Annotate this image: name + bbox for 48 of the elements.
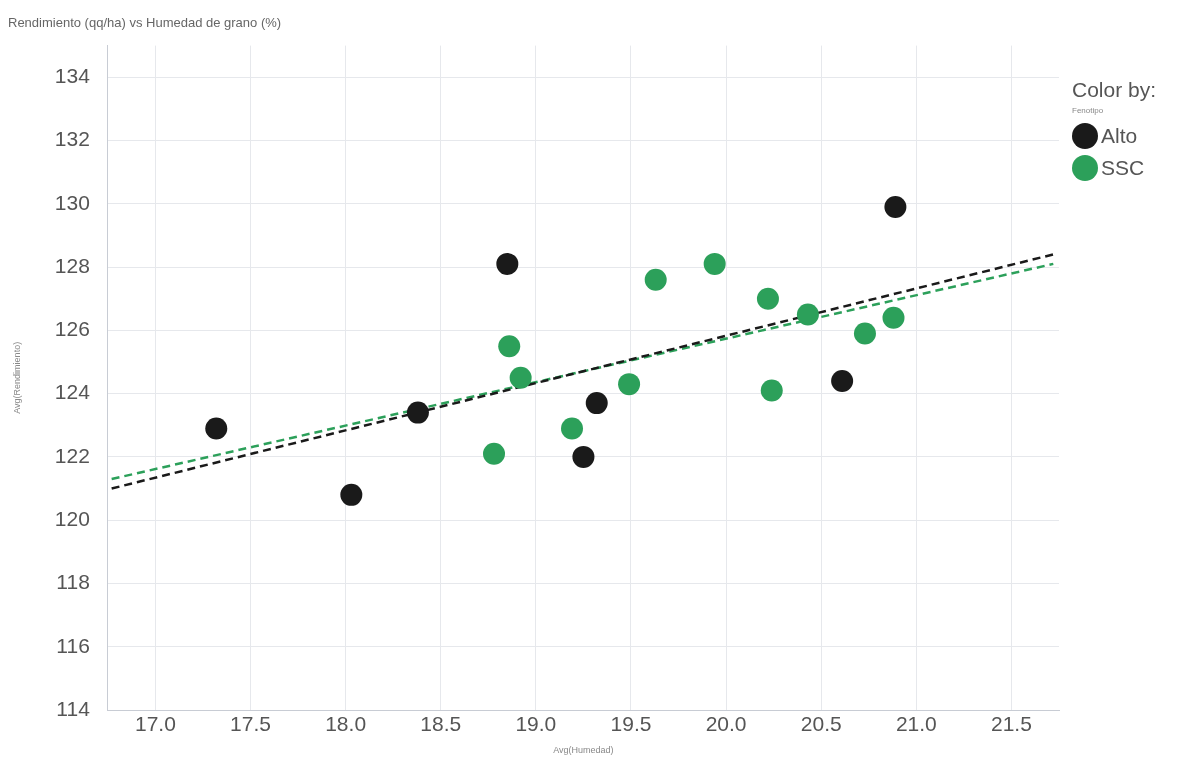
point	[585, 392, 608, 415]
y-tick-label: 118	[56, 570, 90, 594]
point	[496, 252, 519, 275]
point	[756, 287, 779, 310]
point	[703, 252, 726, 275]
point	[509, 366, 532, 389]
point	[882, 306, 905, 329]
x-tick-label: 18.0	[325, 712, 367, 736]
y-tick-label: 114	[56, 696, 91, 720]
point	[796, 303, 819, 326]
y-axis-title: Avg(Rendimiento)	[11, 341, 22, 414]
chart-title: Rendimiento (qq/ha) vs Humedad de grano (%)	[8, 15, 282, 31]
x-tick-label: 21.5	[991, 712, 1032, 736]
x-tick-label: 18.5	[420, 712, 462, 736]
point	[483, 442, 506, 465]
x-tick-label: 20.0	[705, 712, 747, 736]
y-tick-label: 120	[54, 506, 90, 530]
y-tick-label: 132	[54, 127, 90, 151]
text: Fenotipo	[1072, 106, 1105, 115]
y-tick-label: 116	[56, 633, 90, 657]
legend-label: SSC	[1101, 156, 1145, 180]
point	[406, 401, 429, 424]
y-tick-label: 134	[54, 64, 91, 88]
y-tick-label: 130	[54, 190, 90, 214]
point	[561, 417, 584, 440]
x-tick-label: 17.5	[230, 712, 271, 736]
point	[498, 335, 521, 358]
x-tick-label: 19.0	[515, 712, 557, 736]
legend-title: Color by:	[1072, 78, 1158, 102]
legend-label: Alto	[1101, 124, 1138, 148]
point	[205, 417, 228, 440]
point	[340, 483, 363, 506]
point	[618, 373, 641, 396]
x-tick-label: 21.0	[895, 712, 937, 736]
x-tick-label: 17.0	[134, 712, 176, 736]
y-tick-label: 122	[54, 443, 90, 467]
y-tick-label: 124	[54, 380, 91, 404]
point	[572, 445, 595, 468]
y-tick-label: 126	[54, 317, 90, 341]
x-tick-label: 20.5	[800, 712, 842, 736]
point	[831, 369, 854, 392]
point	[853, 322, 876, 345]
x-axis-title: Avg(Humedad)	[553, 745, 614, 756]
point	[884, 195, 907, 218]
y-tick-label: 128	[54, 253, 90, 277]
point	[760, 379, 783, 402]
point	[644, 268, 667, 291]
x-tick-label: 19.5	[610, 712, 652, 736]
